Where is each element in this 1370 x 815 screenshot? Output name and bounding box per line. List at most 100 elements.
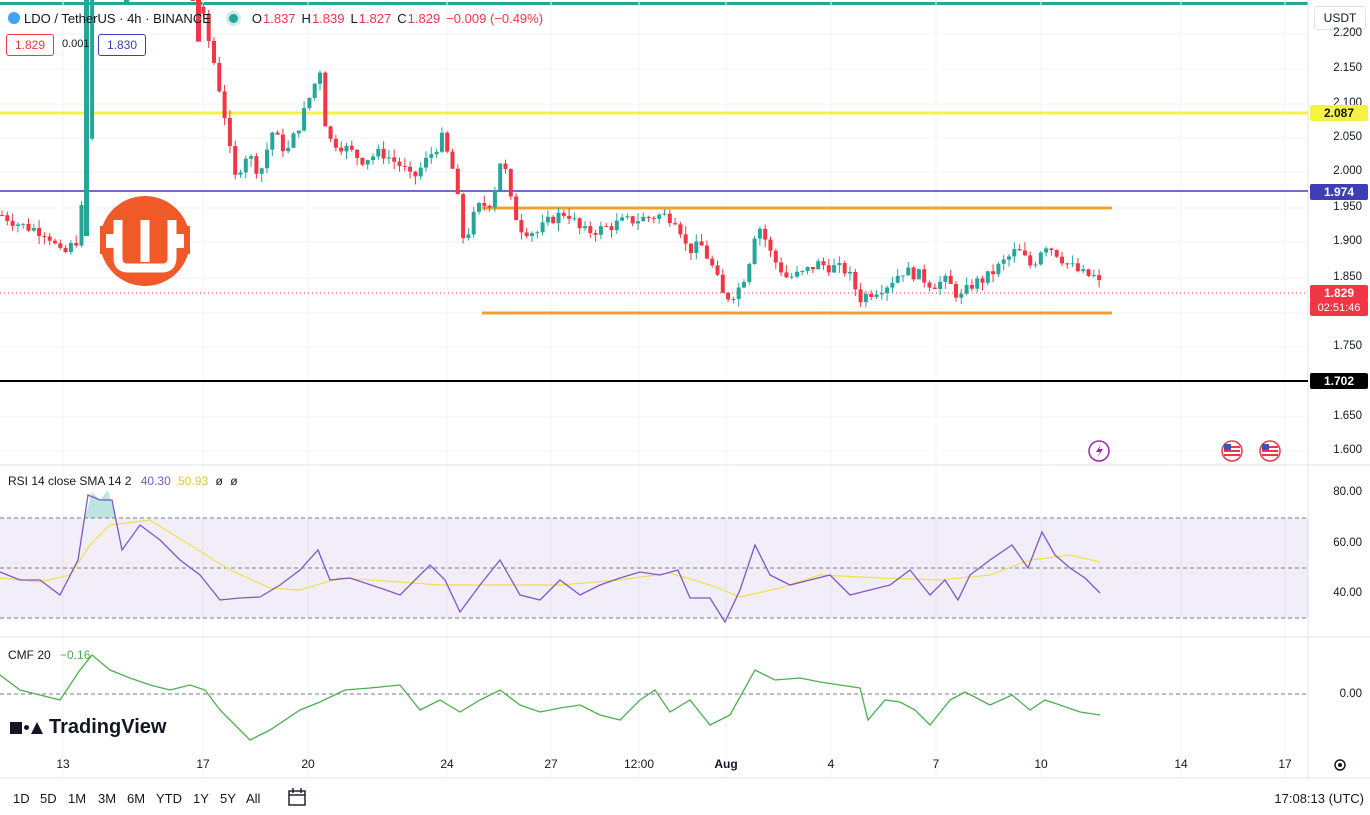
candle-body	[795, 271, 799, 277]
rsi-extra-2: ø	[230, 474, 238, 488]
candle-body	[349, 145, 354, 150]
timeframe-button-all[interactable]: All	[246, 791, 261, 806]
candle-body	[243, 158, 248, 173]
cmf-legend[interactable]: CMF 20 −0.16	[8, 648, 90, 662]
candle-body	[466, 234, 471, 238]
market-status-icon	[228, 13, 238, 23]
candle-body	[583, 226, 587, 229]
candle-body	[286, 147, 291, 152]
candle-body	[296, 130, 301, 134]
candle-body	[1022, 250, 1027, 256]
candle-body	[1007, 256, 1011, 260]
calendar-range-icon[interactable]	[288, 788, 306, 806]
top-accent-line	[0, 2, 1308, 5]
candle-body	[657, 214, 662, 219]
timeframe-button-1y[interactable]: 1Y	[193, 791, 209, 806]
candle-body	[736, 287, 741, 299]
time-axis-label: Aug	[714, 757, 738, 771]
buy-button[interactable]: 1.830	[98, 34, 146, 56]
timeframe-button-3m[interactable]: 3M	[98, 791, 117, 806]
candle-body	[233, 146, 238, 175]
candle-body	[318, 72, 322, 84]
candle-body	[863, 293, 868, 303]
candle-body	[890, 282, 895, 288]
candle-body	[869, 293, 874, 298]
candle-body	[0, 215, 4, 217]
timeframe-button-5d[interactable]: 5D	[40, 791, 57, 806]
candle-body	[667, 213, 672, 224]
tradingview-logo[interactable]: TradingView	[10, 716, 166, 739]
candle-body	[604, 226, 609, 228]
high-label: H	[301, 10, 311, 26]
timeframe-button-5y[interactable]: 5Y	[220, 791, 236, 806]
symbol-icon	[8, 12, 20, 24]
candle-body	[938, 281, 943, 289]
us-flag-icon[interactable]	[1259, 440, 1281, 462]
timeframe-button-1m[interactable]: 1M	[68, 791, 87, 806]
candle-body	[757, 228, 762, 239]
candle-body	[662, 213, 667, 215]
open-label: O	[251, 10, 262, 26]
low-label: L	[350, 10, 358, 26]
symbol-title[interactable]: LDO / TetherUS · 4h · BINANCE	[24, 10, 211, 26]
candle-body	[1086, 269, 1091, 276]
candle-body	[259, 168, 264, 174]
sell-button[interactable]: 1.829	[6, 34, 54, 56]
candle-body	[673, 223, 678, 225]
candle-body	[1091, 275, 1096, 277]
candle-body	[227, 117, 232, 147]
candle-body	[275, 132, 280, 135]
candle-body	[699, 241, 704, 246]
candle-body	[15, 224, 20, 226]
candle-body	[339, 147, 344, 152]
candle-body	[249, 156, 254, 159]
candle-body	[408, 166, 413, 172]
price-axis-label: 2.050	[1333, 131, 1362, 143]
candle-body	[492, 190, 497, 208]
settings-icon[interactable]	[1334, 759, 1346, 771]
us-flag-icon[interactable]	[1221, 440, 1243, 462]
candle-body	[969, 284, 974, 289]
lightning-icon[interactable]	[1088, 440, 1110, 462]
candle-body	[980, 278, 985, 283]
candle-body	[471, 211, 476, 235]
candle-body	[381, 148, 386, 159]
candle-body	[901, 275, 905, 277]
cmf-axis-zero: 0.00	[1339, 688, 1362, 700]
candle-body	[832, 265, 837, 273]
rsi-legend[interactable]: RSI 14 close SMA 14 2 40.30 50.93 ø ø	[8, 474, 238, 488]
time-axis-label: 13	[56, 757, 70, 771]
candle-body	[609, 226, 614, 231]
candle-body	[445, 132, 450, 152]
rsi-sma-value: 50.93	[178, 474, 209, 488]
candle-body	[620, 217, 625, 221]
candle-body	[53, 240, 57, 244]
candle-body	[10, 221, 15, 226]
candle-body	[975, 278, 980, 289]
candle-body	[625, 216, 630, 218]
candle-body	[773, 250, 778, 263]
candle-body	[31, 228, 36, 231]
clock[interactable]: 17:08:13 (UTC)	[1274, 791, 1364, 806]
candlesticks	[0, 0, 1102, 308]
currency-button[interactable]: USDT	[1314, 6, 1366, 30]
rsi-axis-40: 40.00	[1333, 587, 1362, 599]
candle-body	[74, 243, 79, 246]
tag-black-level: 1.702	[1310, 373, 1368, 389]
wunder-logo	[100, 196, 190, 286]
price-axis-label: 1.850	[1333, 271, 1362, 283]
candle-body	[450, 151, 455, 169]
candle-body	[598, 226, 603, 235]
timeframe-button-ytd[interactable]: YTD	[156, 791, 182, 806]
price-axis-label: 2.000	[1333, 165, 1362, 177]
timeframe-button-1d[interactable]: 1D	[13, 791, 30, 806]
timeframe-button-6m[interactable]: 6M	[127, 791, 146, 806]
candle-body	[556, 212, 561, 224]
candle-body	[212, 40, 216, 63]
price-axis-label: 1.750	[1333, 340, 1362, 352]
candle-body	[763, 228, 768, 240]
candle-body	[434, 151, 439, 155]
candle-body	[985, 271, 990, 283]
candle-body	[90, 0, 95, 139]
